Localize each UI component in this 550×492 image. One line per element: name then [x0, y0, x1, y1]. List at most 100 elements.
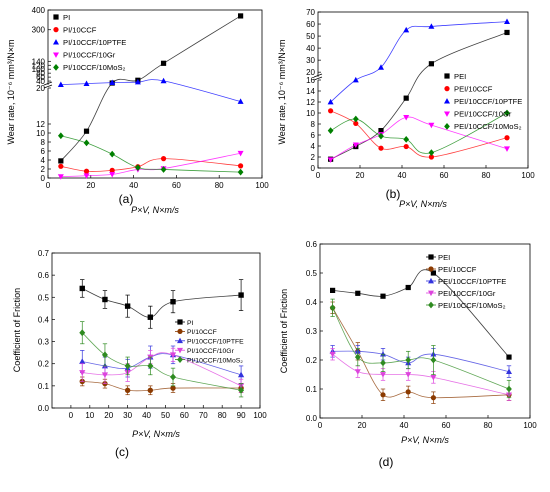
data-point — [109, 79, 116, 85]
data-point — [160, 60, 167, 66]
data-point — [380, 392, 386, 398]
legend-marker — [53, 27, 59, 33]
data-point — [352, 115, 359, 123]
x-tick-label: 40 — [400, 421, 409, 430]
y-tick-label: 0.0 — [38, 404, 50, 413]
chart-panel-4: 0 20 40 60 80 100 0.0 0.1 0.2 0.3 0.4 0.5 0.6 P×V, N×… — [279, 240, 537, 469]
data-point — [237, 371, 245, 378]
data-point — [109, 167, 115, 173]
x-tick-label: 90 — [237, 411, 246, 420]
data-point — [378, 64, 384, 70]
data-point — [135, 164, 141, 172]
y-tick-label: 8 — [41, 138, 46, 147]
data-point — [354, 353, 361, 361]
data-point — [57, 81, 64, 87]
data-point — [83, 80, 90, 86]
data-point — [355, 290, 361, 296]
data-point — [380, 359, 386, 367]
x-tick-label: 80 — [482, 171, 491, 180]
data-point — [378, 132, 384, 140]
x-tick-label: 0 — [316, 171, 321, 180]
data-point — [237, 98, 244, 104]
data-point — [405, 356, 412, 364]
data-point — [238, 13, 244, 19]
x-tick-label: 20 — [104, 411, 113, 420]
x-tick-label: 60 — [442, 421, 451, 430]
y-tick-label: 12 — [36, 120, 45, 129]
legend-label: PI/10CCF/10Gr — [63, 51, 116, 60]
legend-marker — [53, 52, 59, 58]
plot-frame — [317, 11, 529, 169]
data-point — [170, 299, 176, 305]
chart-panel-3: 0 10 20 30 40 50 60 70 80 90 100 0.0 0.1 0.2 0.3 0.4 0.5… — [12, 249, 267, 459]
x-axis-title: P×V, N×m/s — [399, 199, 447, 209]
y-tick-label: 6 — [41, 147, 46, 156]
data-point — [101, 351, 108, 359]
x-tick-label: 80 — [215, 181, 224, 190]
panel-label: (a) — [119, 192, 134, 206]
y-tick-label: 30 — [306, 56, 315, 65]
data-point — [58, 158, 64, 164]
data-point — [79, 370, 86, 376]
data-point — [378, 128, 384, 134]
series-5 — [329, 298, 512, 399]
data-point — [327, 127, 334, 134]
data-point — [430, 395, 436, 401]
legend-marker — [428, 266, 434, 272]
y-tick-label: 0.7 — [38, 249, 50, 258]
data-point — [430, 270, 436, 276]
x-tick-label: 70 — [199, 411, 208, 420]
axis-break-mark — [43, 81, 53, 86]
series-line — [82, 288, 242, 318]
y-tick-label: 0.1 — [306, 385, 318, 394]
data-point — [329, 304, 336, 312]
y-tick-label: 10 — [36, 129, 45, 138]
series-1 — [79, 279, 244, 329]
legend-label: PEI/10CCF/10MoS₂ — [438, 301, 506, 310]
data-point — [83, 168, 90, 174]
data-point — [327, 98, 334, 105]
x-tick-label: 10 — [85, 411, 94, 420]
x-tick-label: 60 — [180, 411, 189, 420]
legend-label: PI — [63, 13, 70, 22]
data-point — [428, 23, 435, 29]
data-point — [57, 132, 64, 140]
series-1 — [328, 29, 510, 162]
series-2 — [58, 156, 244, 174]
legend-label: PEI — [438, 253, 450, 262]
y-tick-label: 6 — [311, 131, 316, 140]
data-point — [79, 358, 86, 364]
data-point — [109, 150, 116, 158]
legend-label: PI/10CCF/10PTFE — [187, 339, 244, 346]
data-point — [504, 109, 510, 117]
y-tick-label: 4 — [41, 156, 46, 165]
y-tick-label: 50 — [306, 32, 315, 41]
y-tick-label: 14 — [306, 87, 315, 96]
y-tick-label: 4 — [311, 142, 316, 151]
x-tick-label: 40 — [142, 411, 151, 420]
legend-label: PI/10CCF/10MoS₂ — [187, 357, 243, 364]
legend-label: PI/10CCF/10Gr — [187, 348, 235, 355]
series-line — [330, 116, 508, 161]
legend-marker — [177, 328, 183, 334]
data-point — [83, 139, 90, 147]
legend: PI PI/10CCF PI/10CCF/10PTFE PI/10CCF/10Gr PI… — [53, 13, 126, 72]
data-point — [170, 385, 176, 391]
y-tick-label: 120 — [32, 61, 46, 70]
x-tick-label: 100 — [521, 171, 535, 180]
x-tick-label: 80 — [484, 421, 493, 430]
legend-label: PEI/10CCF/10MoS₂ — [454, 122, 522, 131]
data-point — [238, 163, 244, 169]
axis-break-mark — [43, 84, 53, 89]
data-point — [101, 372, 109, 379]
y-tick-label: 0.1 — [38, 382, 50, 391]
data-point — [237, 168, 244, 176]
x-tick-label: 0 — [69, 411, 74, 420]
data-point — [79, 329, 86, 337]
data-point — [506, 354, 512, 360]
axis-break-mark — [313, 76, 323, 81]
x-tick-label: 60 — [440, 171, 449, 180]
y-tick-label: 40 — [36, 77, 45, 86]
y-tick-label: 0.2 — [38, 360, 50, 369]
